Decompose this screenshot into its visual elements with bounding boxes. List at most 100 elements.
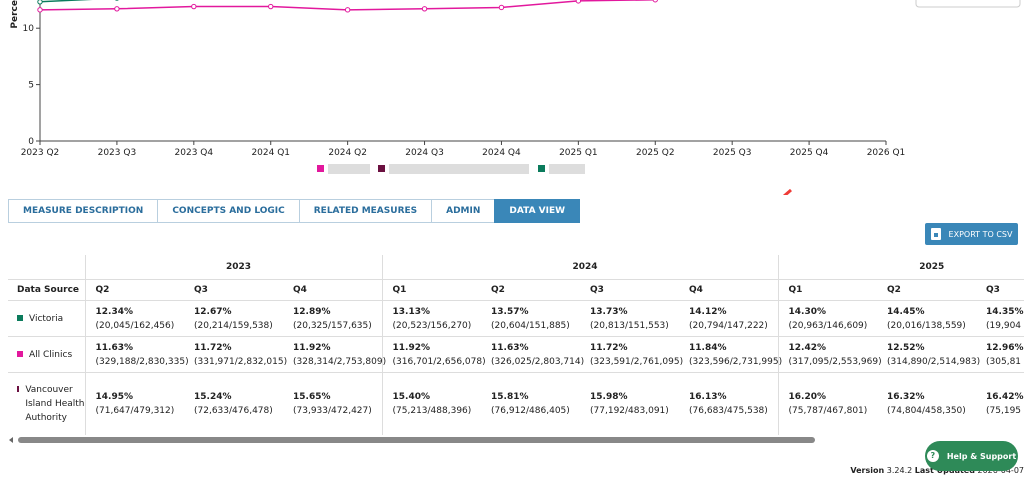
counts: (328,314/2,753,809) — [293, 356, 387, 367]
counts: (74,804/458,350) — [887, 405, 966, 416]
data-row: All Clinics 11.63% (329,188/2,830,335) 11.7… — [8, 336, 1024, 373]
series-point — [344, 7, 351, 13]
scroll-left[interactable] — [8, 436, 14, 444]
counts: (75,787/467,801) — [788, 405, 868, 416]
source: All Clinics — [17, 348, 85, 362]
counts: (72,633/476,478) — [194, 405, 273, 416]
export-label: EXPORT TO CSV — [948, 229, 1013, 239]
rate: 15.65% — [293, 391, 331, 402]
rate: 15.81% — [491, 391, 529, 402]
counts: (20,325/157,635) — [293, 320, 372, 331]
rate: 12.52% — [887, 342, 925, 353]
series-point — [191, 3, 197, 10]
data-cell: 11.63% (326,025/2,803,714) — [481, 336, 584, 373]
legend-blur — [549, 164, 585, 174]
counts: (331,971/2,832,015) — [194, 356, 288, 367]
data-cell: 15.40% (75,213/488,396) — [381, 372, 482, 435]
x-tick-label: 2024 Q1 — [251, 148, 290, 158]
chart: Perce 0 5 10 2023 Q2 2023 Q3 2023 Q4 2024 Q1 20… — [10, 0, 1021, 195]
x-tick-label: 2025 Q2 — [636, 148, 675, 158]
quarter-header: Q2 — [877, 279, 977, 301]
quarter-header: Q2 — [84, 279, 184, 301]
quarter-header: Q1 — [381, 279, 482, 301]
rate: 11.63% — [491, 342, 529, 353]
data-row: Vancouver Island Health Authority 14.95% (… — [8, 372, 1024, 435]
rate: 12.96% — [986, 342, 1024, 353]
rate: 16.20% — [788, 391, 827, 402]
rate: 12.34% — [95, 306, 134, 317]
tab[interactable]: RELATED MEASURES — [298, 199, 433, 223]
x-tick-label: 2025 Q1 — [559, 148, 598, 158]
legend — [317, 164, 585, 174]
help-icon: ? — [926, 450, 939, 462]
data-cell: 12.52% (314,890/2,514,983) — [877, 336, 980, 373]
legend-swatch — [317, 165, 324, 172]
data-cell: 16.32% (74,804/458,350) — [877, 372, 977, 435]
source-name: Victoria — [29, 313, 64, 324]
source-cell: Victoria — [8, 300, 85, 337]
data-cell: 11.84% (323,596/2,731,995) — [679, 336, 782, 373]
data-cell: 14.45% (20,016/138,559) — [877, 300, 977, 337]
data-cell: 15.98% (77,192/483,091) — [580, 372, 680, 435]
quarter-header: Q4 — [283, 279, 383, 301]
row-swatch — [17, 314, 23, 321]
data-cell: 14.30% (20,963/146,609) — [777, 300, 878, 337]
export-button[interactable]: EXPORT TO CSV — [925, 223, 1018, 245]
version-label: Version — [850, 466, 885, 475]
counts: (20,214/159,538) — [194, 320, 273, 331]
data-cell: 11.63% (329,188/2,830,335) — [84, 336, 189, 373]
x-tick-label: 2025 Q3 — [713, 148, 752, 158]
counts: (20,794/147,222) — [689, 320, 768, 331]
rate: 16.32% — [887, 391, 925, 402]
series-point — [37, 7, 43, 13]
rate: 16.42% — [986, 391, 1024, 402]
x-tick-label: 2023 Q2 — [21, 148, 60, 158]
series-point — [652, 0, 658, 3]
rate: 14.35% — [986, 306, 1024, 317]
source: Victoria — [17, 312, 85, 326]
row-swatch — [17, 350, 23, 357]
counts: (329,188/2,830,335) — [95, 356, 189, 367]
counts: (73,933/472,427) — [293, 405, 372, 416]
x-tick-label: 2024 Q4 — [482, 148, 521, 158]
counts: (316,701/2,656,078) — [392, 356, 486, 367]
help-button[interactable]: ? Help & Support — [925, 441, 1018, 471]
counts: (71,647/479,312) — [95, 405, 175, 416]
source-cell: Vancouver Island Health Authority — [8, 372, 85, 435]
tab[interactable]: DATA VIEW — [494, 199, 581, 223]
counts: (20,963/146,609) — [788, 320, 868, 331]
tab[interactable]: CONCEPTS AND LOGIC — [157, 199, 300, 223]
rate: 15.98% — [590, 391, 628, 402]
rate: 15.40% — [392, 391, 431, 402]
data-cell: 12.34% (20,045/162,456) — [84, 300, 184, 337]
rate: 14.12% — [689, 306, 727, 317]
help-label: Help & Support — [946, 451, 1017, 461]
counts: (20,523/156,270) — [392, 320, 472, 331]
data-cell: 16.42% (75,195 — [976, 372, 1024, 435]
counts: (314,890/2,514,983) — [887, 356, 981, 367]
data-cell: 15.65% (73,933/472,427) — [283, 372, 383, 435]
table-viewport: 2023 2024 2025 Data Source Q2 Q3 Q4 Q1 Q2 Q3 Q4 Q1 Q… — [8, 255, 1024, 435]
series-point — [575, 0, 582, 4]
tab[interactable]: ADMIN — [431, 199, 496, 223]
data-cell: 14.95% (71,647/479,312) — [84, 372, 184, 435]
tab[interactable]: MEASURE DESCRIPTION — [8, 199, 159, 223]
quarter-header: Q3 — [976, 279, 1024, 301]
scroll-thumb[interactable] — [18, 437, 815, 443]
counts: (20,016/138,559) — [887, 320, 966, 331]
data-cell: 13.73% (20,813/151,553) — [580, 300, 680, 337]
counts: (305,81 — [986, 356, 1022, 367]
x-tick-label: 2024 Q3 — [405, 148, 444, 158]
y-axis-label: Perce — [10, 0, 20, 29]
top-button[interactable] — [915, 0, 1021, 8]
x-tick-label: 2023 Q3 — [98, 148, 137, 158]
scrollbar[interactable] — [8, 436, 1018, 444]
data-cell: 13.57% (20,604/151,885) — [481, 300, 581, 337]
rate: 14.95% — [95, 391, 134, 402]
rate: 14.45% — [887, 306, 925, 317]
series-point — [498, 4, 505, 11]
series-point — [114, 6, 120, 12]
year-header: 2025 — [777, 255, 1024, 280]
data-cell: 14.35% (19,904 — [976, 300, 1024, 337]
rate: 13.13% — [392, 306, 431, 317]
